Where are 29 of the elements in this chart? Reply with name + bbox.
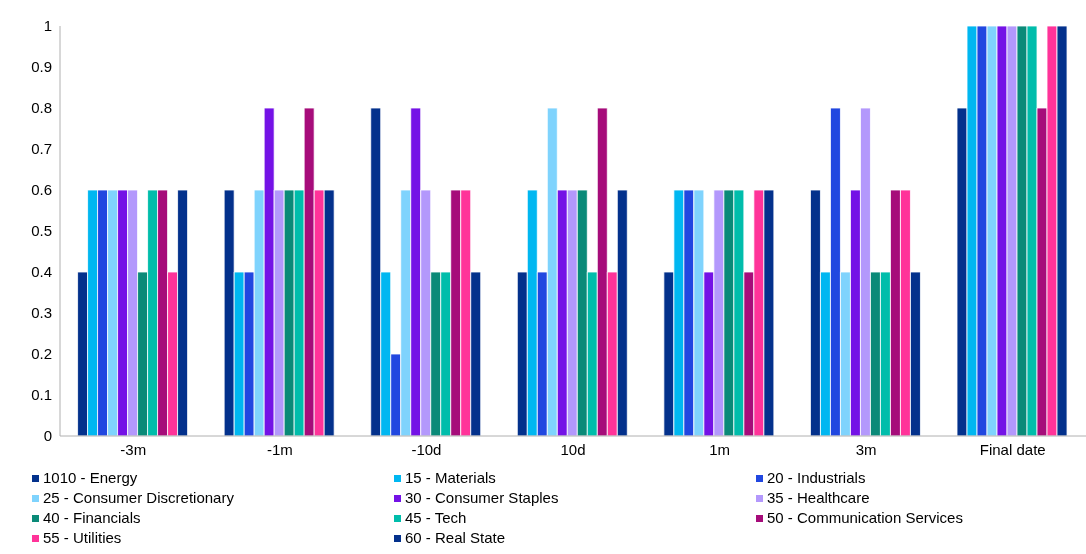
y-tick-label: 0.6 bbox=[31, 181, 52, 199]
x-tick-label: Final date bbox=[979, 440, 1046, 458]
y-tick-label: 1 bbox=[43, 17, 52, 35]
x-tick-label: 3m bbox=[855, 440, 877, 458]
legend-label: 1010 - Energy bbox=[43, 468, 138, 488]
legend-label: 20 - Industrials bbox=[767, 468, 866, 488]
legend-label: 45 - Tech bbox=[405, 508, 467, 528]
legend-label: 30 - Consumer Staples bbox=[405, 488, 559, 508]
legend-label: 35 - Healthcare bbox=[767, 488, 870, 508]
x-tick-label: 1m bbox=[709, 440, 730, 458]
legend-label: 60 - Real State bbox=[405, 528, 506, 548]
x-tick-label: 10d bbox=[560, 440, 586, 458]
y-tick-label: 0.7 bbox=[31, 140, 52, 158]
y-tick-label: 0.3 bbox=[31, 304, 52, 322]
x-tick-label: -1m bbox=[266, 440, 293, 458]
legend-label: 50 - Communication Services bbox=[767, 508, 963, 528]
y-tick-label: 0.4 bbox=[31, 263, 52, 281]
y-tick-label: 0.8 bbox=[31, 99, 52, 117]
x-tick-label: -3m bbox=[120, 440, 147, 458]
x-tick-label: -10d bbox=[411, 440, 442, 458]
legend-label: 15 - Materials bbox=[405, 468, 496, 488]
legend-label: 55 - Utilities bbox=[43, 528, 122, 548]
y-tick-label: 0.9 bbox=[31, 58, 52, 76]
y-tick-label: 0 bbox=[43, 427, 52, 445]
y-tick-label: 0.1 bbox=[31, 386, 52, 404]
y-tick-label: 0.5 bbox=[31, 222, 52, 240]
y-tick-label: 0.2 bbox=[31, 345, 52, 363]
legend-label: 25 - Consumer Discretionary bbox=[43, 488, 234, 508]
legend-label: 40 - Financials bbox=[43, 508, 141, 528]
